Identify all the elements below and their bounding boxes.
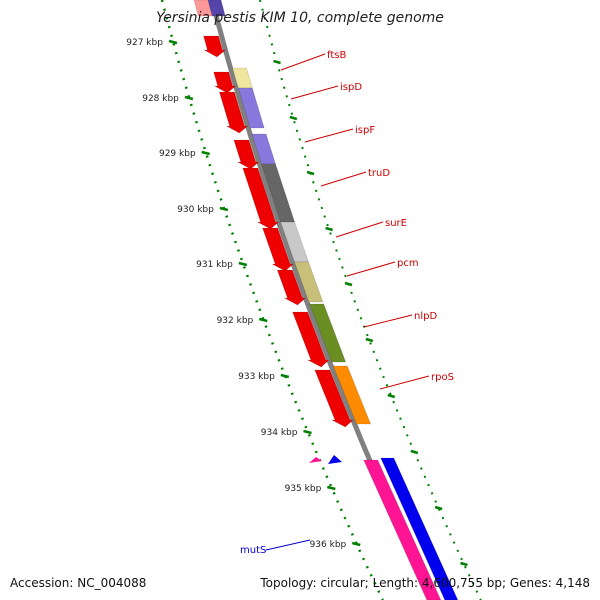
- gene-label-ispD: ispD: [340, 82, 362, 93]
- outer-tick: [306, 170, 315, 176]
- genome-title: Yersinia pestis KIM 10, complete genome: [156, 10, 444, 26]
- kbp-tick: [219, 206, 229, 212]
- gene-label-nlpD: nlpD: [414, 311, 437, 322]
- genome-summary-text: Topology: circular; Length: 4,600,755 bp…: [260, 576, 590, 590]
- gene-label-surE: surE: [385, 218, 407, 229]
- kbp-label: 934 kbp: [261, 428, 298, 438]
- blue-cds: [380, 457, 459, 600]
- kbp-label: 933 kbp: [238, 372, 275, 382]
- cds-arrow: [314, 369, 355, 428]
- accession-text: Accession: NC_004088: [10, 576, 147, 590]
- kbp-label: 936 kbp: [310, 540, 347, 550]
- gene-leader-mutS: [265, 539, 311, 551]
- gene-leader-rpoS: [379, 375, 430, 390]
- cds-arrow: [218, 91, 249, 134]
- kbp-label: 930 kbp: [177, 205, 214, 215]
- gene-label-mutS: mutS: [240, 545, 266, 556]
- magenta-cds: [363, 459, 442, 600]
- outer-tick: [387, 393, 396, 399]
- outer-tick: [344, 281, 353, 287]
- gene-leader-ispF: [304, 128, 354, 143]
- gene-band-pcm: [293, 261, 324, 303]
- gene-band-ispD: [237, 87, 265, 129]
- gene-leader-ftsB: [280, 53, 326, 71]
- magenta-cds-tip: [309, 457, 322, 463]
- cds-arrow: [262, 227, 295, 272]
- kbp-tick: [168, 39, 178, 45]
- cds-arrow: [213, 71, 237, 94]
- cds-partial: [207, 0, 226, 17]
- outer-tick: [434, 505, 443, 511]
- kbp-tick: [258, 317, 268, 323]
- gene-band-nlpD: [309, 303, 347, 363]
- kbp-tick: [280, 373, 290, 379]
- gene-leader-surE: [335, 221, 384, 238]
- gene-leader-ispD: [290, 85, 339, 100]
- kbp-label: 932 kbp: [217, 316, 254, 326]
- cds-arrow: [233, 139, 260, 170]
- kbp-label: 928 kbp: [142, 94, 179, 104]
- outer-tick: [410, 449, 419, 455]
- gene-band-rpoS: [332, 365, 372, 425]
- gene-label-ftsB: ftsB: [327, 50, 346, 61]
- kbp-label: 935 kbp: [285, 484, 322, 494]
- cds-arrow: [242, 167, 280, 230]
- kbp-tick: [238, 261, 248, 267]
- kbp-label: 929 kbp: [159, 149, 196, 159]
- outer-tick: [289, 115, 298, 121]
- kbp-tick: [303, 429, 312, 435]
- outer-tick: [365, 337, 374, 343]
- kbp-tick: [327, 485, 336, 491]
- kbp-label: 931 kbp: [196, 260, 233, 270]
- kbp-tick: [201, 150, 210, 156]
- cds-arrow: [292, 311, 330, 368]
- gene-label-truD: truD: [368, 168, 390, 179]
- cds-arrow: [202, 35, 227, 58]
- cds-arrow: [276, 269, 307, 306]
- kbp-tick: [184, 95, 194, 101]
- kbp-label: 927 kbp: [126, 38, 163, 48]
- gene-label-ispF: ispF: [355, 125, 375, 136]
- gene-leader-pcm: [346, 261, 396, 277]
- gene-label-pcm: pcm: [397, 258, 419, 269]
- gene-leader-nlpD: [363, 314, 413, 328]
- outer-tick: [325, 226, 333, 232]
- outer-tick: [273, 59, 281, 65]
- blue-cds-tip: [328, 455, 342, 464]
- gene-leader-truD: [320, 171, 367, 187]
- kbp-tick: [351, 541, 361, 547]
- outer-tick: [460, 561, 468, 567]
- gene-label-rpoS: rpoS: [431, 372, 454, 383]
